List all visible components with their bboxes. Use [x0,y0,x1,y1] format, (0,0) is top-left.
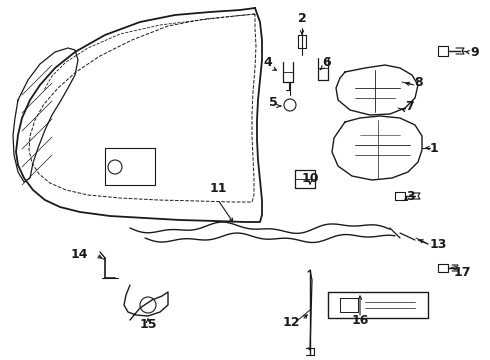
Text: 6: 6 [322,55,331,68]
Text: 12: 12 [283,315,300,328]
Text: 4: 4 [263,55,272,68]
Text: 8: 8 [414,77,423,90]
Text: 7: 7 [405,100,414,113]
Text: 14: 14 [71,248,88,261]
Text: 15: 15 [139,319,157,332]
Text: 5: 5 [269,96,278,109]
Text: 9: 9 [470,45,479,58]
Text: 3: 3 [406,189,415,202]
Text: 13: 13 [430,238,447,251]
Text: 16: 16 [351,314,368,327]
Text: 17: 17 [454,266,471,279]
Text: 10: 10 [301,171,319,184]
Text: 11: 11 [209,181,227,194]
Text: 2: 2 [297,12,306,24]
Text: 1: 1 [430,141,439,154]
